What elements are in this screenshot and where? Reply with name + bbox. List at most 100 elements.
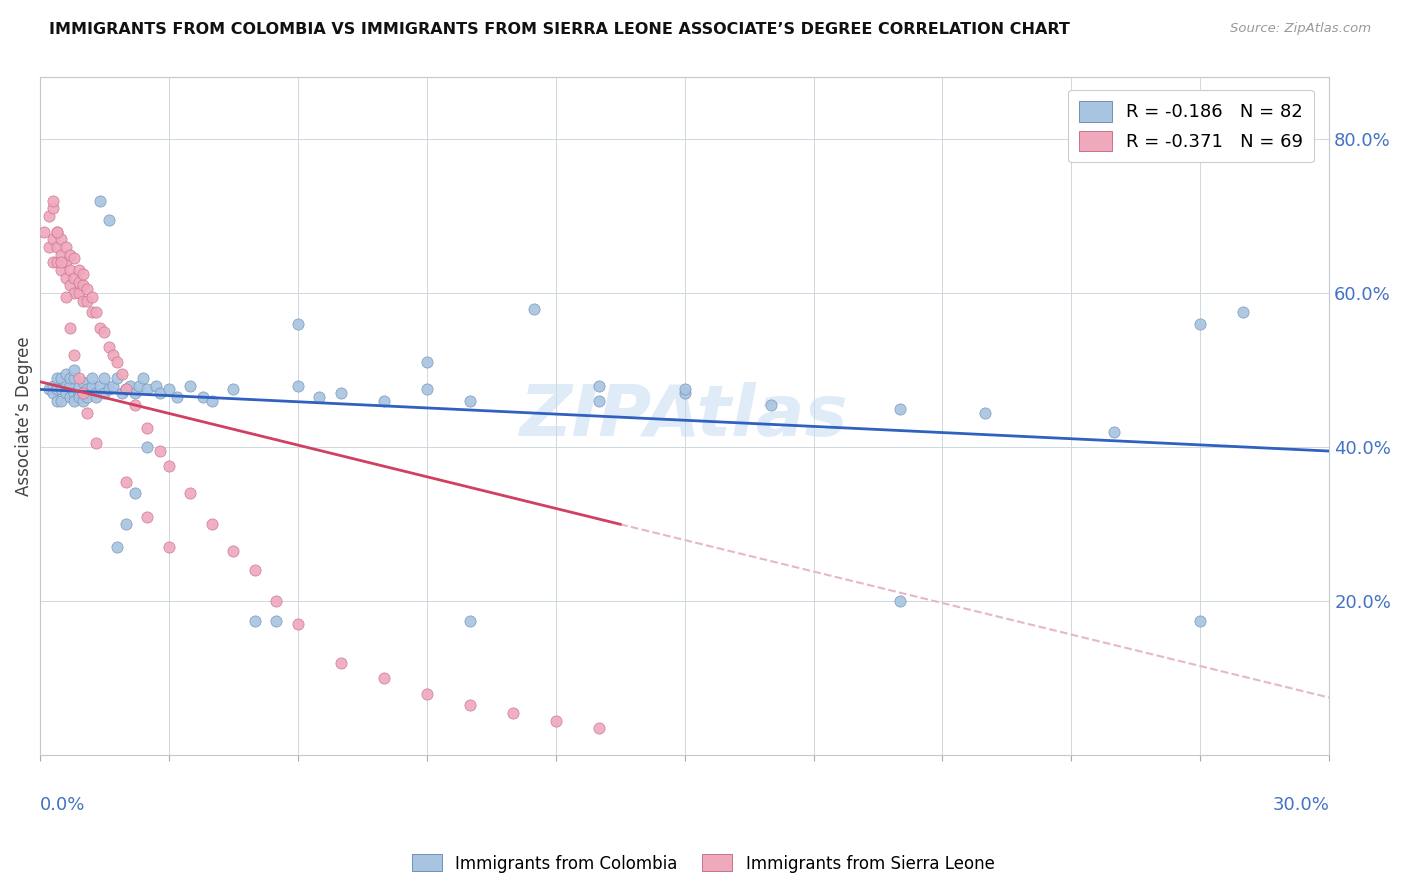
Point: [243, 614, 266, 628]
Point: [193, 390, 215, 404]
Point: [80, 305, 103, 319]
Point: [84, 305, 107, 319]
Point: [63, 363, 86, 377]
Point: [63, 371, 86, 385]
Point: [42, 255, 65, 269]
Point: [329, 386, 352, 401]
Point: [97, 383, 120, 397]
Point: [46, 225, 69, 239]
Point: [51, 263, 73, 277]
Point: [101, 348, 124, 362]
Point: [72, 386, 94, 401]
Point: [59, 371, 82, 385]
Point: [132, 371, 155, 385]
Point: [72, 293, 94, 308]
Point: [42, 202, 65, 216]
Point: [124, 398, 146, 412]
Point: [97, 340, 120, 354]
Point: [76, 293, 98, 308]
Point: [416, 687, 439, 701]
Point: [105, 355, 128, 369]
Point: [502, 706, 524, 720]
Point: [32, 225, 55, 239]
Point: [673, 383, 696, 397]
Point: [287, 617, 309, 632]
Point: [201, 394, 224, 409]
Point: [55, 386, 77, 401]
Point: [55, 240, 77, 254]
Point: [120, 378, 142, 392]
Point: [76, 390, 98, 404]
Point: [373, 394, 395, 409]
Point: [588, 378, 610, 392]
Point: [46, 383, 69, 397]
Point: [1189, 317, 1212, 331]
Point: [59, 278, 82, 293]
Point: [266, 594, 288, 608]
Point: [80, 290, 103, 304]
Point: [80, 371, 103, 385]
Point: [51, 394, 73, 409]
Point: [115, 383, 138, 397]
Point: [51, 383, 73, 397]
Point: [136, 440, 159, 454]
Point: [76, 383, 98, 397]
Legend: Immigrants from Colombia, Immigrants from Sierra Leone: Immigrants from Colombia, Immigrants fro…: [405, 847, 1001, 880]
Point: [136, 509, 159, 524]
Point: [101, 378, 124, 392]
Point: [67, 263, 90, 277]
Point: [46, 255, 69, 269]
Point: [42, 194, 65, 208]
Point: [51, 232, 73, 246]
Text: Source: ZipAtlas.com: Source: ZipAtlas.com: [1230, 22, 1371, 36]
Point: [59, 247, 82, 261]
Text: ZIPAtlas: ZIPAtlas: [520, 382, 849, 450]
Point: [287, 378, 309, 392]
Point: [67, 386, 90, 401]
Point: [458, 614, 481, 628]
Point: [243, 564, 266, 578]
Point: [222, 383, 245, 397]
Point: [55, 367, 77, 381]
Point: [84, 436, 107, 450]
Point: [38, 383, 60, 397]
Point: [416, 355, 439, 369]
Point: [145, 378, 167, 392]
Point: [80, 378, 103, 392]
Point: [55, 290, 77, 304]
Point: [38, 240, 60, 254]
Point: [38, 209, 60, 223]
Point: [201, 517, 224, 532]
Point: [67, 286, 90, 301]
Point: [46, 394, 69, 409]
Point: [1104, 425, 1126, 439]
Point: [67, 390, 90, 404]
Point: [889, 594, 911, 608]
Point: [889, 401, 911, 416]
Legend: R = -0.186   N = 82, R = -0.371   N = 69: R = -0.186 N = 82, R = -0.371 N = 69: [1069, 90, 1313, 162]
Point: [63, 394, 86, 409]
Point: [63, 252, 86, 266]
Point: [59, 263, 82, 277]
Point: [1232, 305, 1254, 319]
Point: [89, 194, 111, 208]
Point: [157, 459, 180, 474]
Point: [166, 390, 188, 404]
Point: [46, 240, 69, 254]
Point: [179, 486, 201, 500]
Point: [588, 394, 610, 409]
Point: [124, 486, 146, 500]
Point: [373, 671, 395, 685]
Point: [89, 378, 111, 392]
Point: [266, 614, 288, 628]
Point: [157, 383, 180, 397]
Point: [179, 378, 201, 392]
Point: [128, 378, 150, 392]
Point: [72, 375, 94, 389]
Point: [124, 386, 146, 401]
Point: [55, 270, 77, 285]
Point: [759, 398, 782, 412]
Point: [76, 282, 98, 296]
Text: IMMIGRANTS FROM COLOMBIA VS IMMIGRANTS FROM SIERRA LEONE ASSOCIATE’S DEGREE CORR: IMMIGRANTS FROM COLOMBIA VS IMMIGRANTS F…: [49, 22, 1070, 37]
Point: [974, 405, 997, 419]
